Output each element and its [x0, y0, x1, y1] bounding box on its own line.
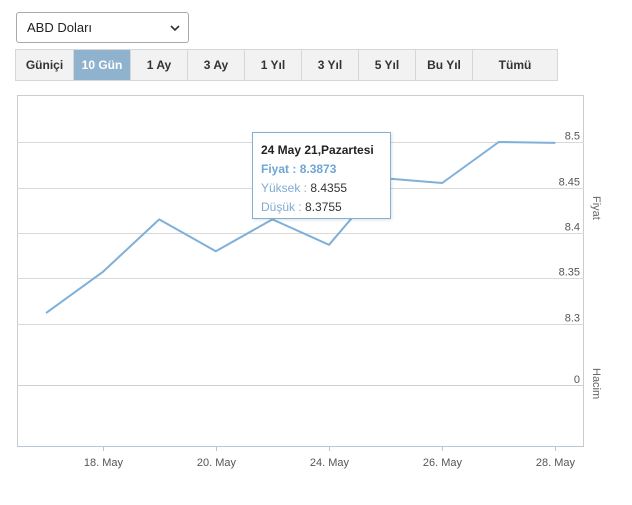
tooltip-low-value: 8.3755 — [305, 200, 342, 214]
currency-select-value: ABD Doları — [27, 20, 93, 35]
x-tick-label: 24. May — [310, 457, 350, 469]
tooltip-high-label: Yüksek : — [261, 181, 308, 195]
tooltip-high-row: Yüksek : 8.4355 — [261, 179, 382, 198]
range-tabs: Güniçi 10 Gün 1 Ay 3 Ay 1 Yıl 3 Yıl 5 Yı… — [15, 49, 558, 81]
chart-frame — [17, 95, 584, 446]
volume-grid: 0 — [17, 374, 584, 447]
tab-10-days[interactable]: 10 Gün — [74, 50, 131, 80]
tab-5-years[interactable]: 5 Yıl — [359, 50, 416, 80]
x-tick-label: 20. May — [197, 457, 237, 469]
y-tick-label: 8.5 — [565, 131, 580, 143]
tab-3-months[interactable]: 3 Ay — [188, 50, 245, 80]
price-series-line — [45, 141, 556, 314]
x-axis-ticks: 18. May 20. May 24. May 26. May 28. May — [84, 446, 576, 469]
y-tick-label: 8.3 — [565, 313, 580, 325]
tooltip-price-row: Fiyat : 8.3873 — [261, 160, 382, 179]
tab-all[interactable]: Tümü — [473, 50, 557, 80]
x-tick-label: 28. May — [536, 457, 576, 469]
y-tick-label: 8.45 — [559, 177, 580, 189]
tooltip-high-value: 8.4355 — [310, 181, 348, 195]
tooltip-price-label: Fiyat : — [261, 162, 297, 176]
chevron-down-icon — [170, 24, 180, 31]
currency-select[interactable]: ABD Doları — [16, 12, 189, 43]
tooltip-date: 24 May 21,Pazartesi — [261, 143, 374, 157]
tab-1-year[interactable]: 1 Yıl — [245, 50, 302, 80]
chart-tooltip: 24 May 21,Pazartesi Fiyat : 8.3873 Yükse… — [252, 132, 391, 219]
tab-this-year[interactable]: Bu Yıl — [416, 50, 473, 80]
tooltip-low-row: Düşük : 8.3755 — [261, 198, 382, 217]
price-line-group — [45, 141, 556, 314]
tooltip-price-value: 8.3873 — [299, 162, 337, 176]
y-axis-title-price: Fiyat — [590, 196, 602, 220]
tab-1-month[interactable]: 1 Ay — [131, 50, 188, 80]
y-tick-label: 8.35 — [559, 267, 580, 279]
x-tick-label: 18. May — [84, 457, 124, 469]
tab-3-years[interactable]: 3 Yıl — [302, 50, 359, 80]
price-grid: 8.3 8.35 8.4 8.45 8.5 — [17, 131, 584, 325]
tab-intraday[interactable]: Güniçi — [16, 50, 74, 80]
y-axis-title-volume: Hacim — [590, 368, 602, 399]
tooltip-low-label: Düşük : — [261, 200, 302, 214]
y-tick-label: 8.4 — [565, 222, 580, 234]
x-tick-label: 26. May — [423, 457, 463, 469]
volume-tick-label: 0 — [574, 374, 580, 386]
